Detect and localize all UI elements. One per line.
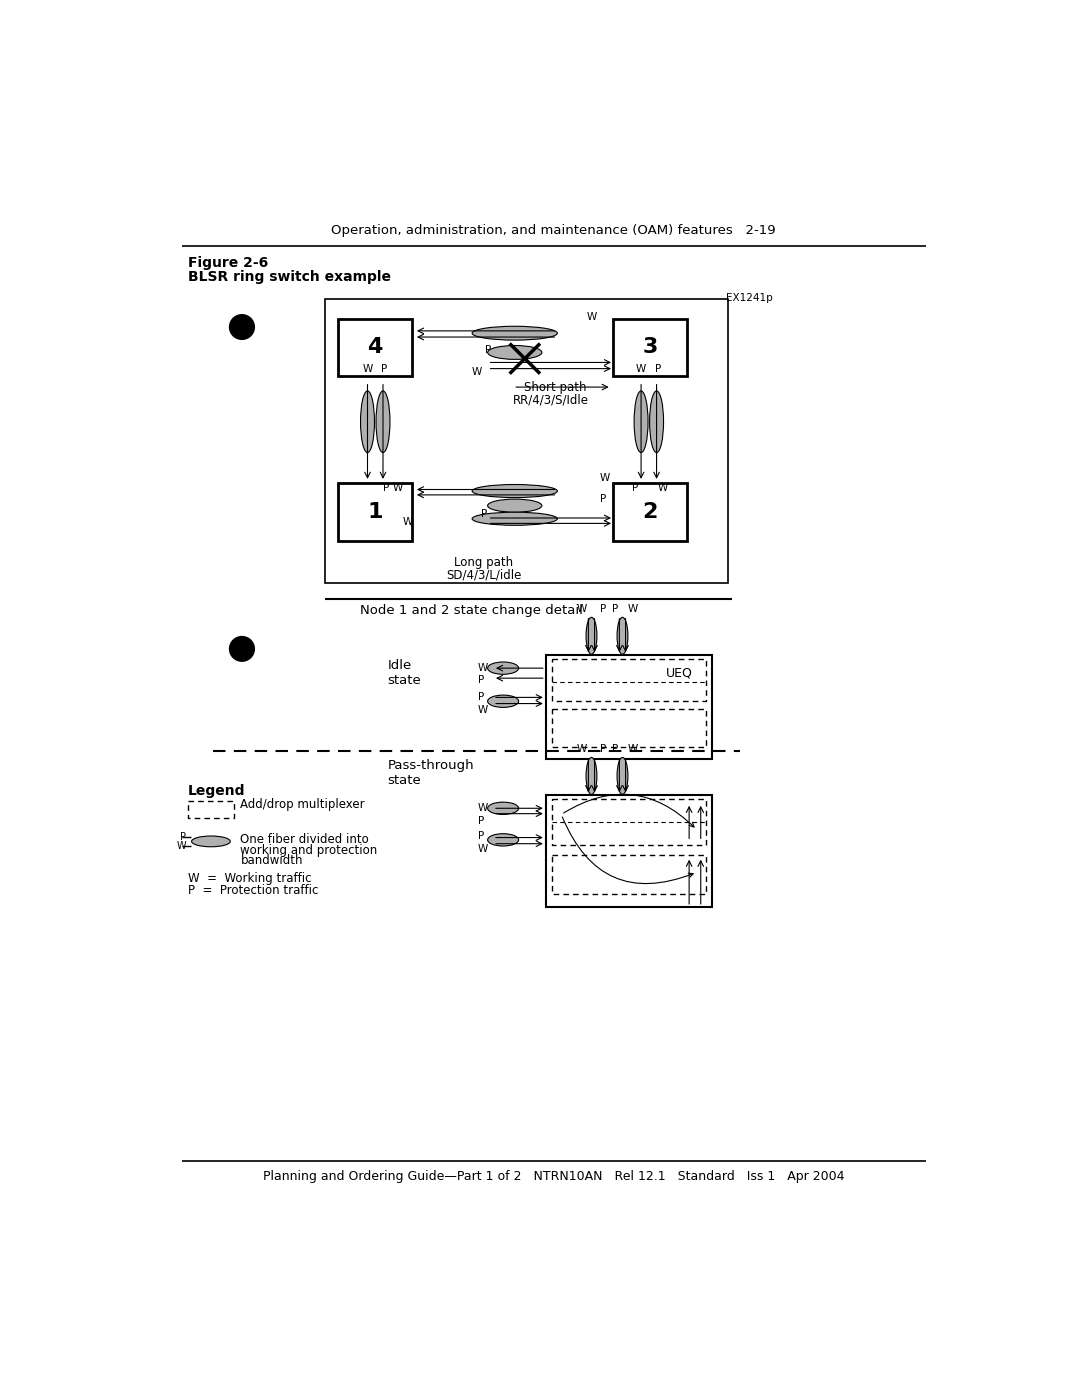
- Text: W: W: [363, 365, 373, 374]
- Text: EX1241p: EX1241p: [726, 293, 772, 303]
- Text: P  =  Protection traffic: P = Protection traffic: [188, 884, 319, 897]
- Text: Figure 2-6: Figure 2-6: [188, 256, 268, 270]
- Text: Legend: Legend: [188, 784, 245, 798]
- Text: Add/drop multiplexer: Add/drop multiplexer: [241, 798, 365, 810]
- Text: P: P: [180, 831, 186, 842]
- Text: 5: 5: [238, 641, 247, 655]
- Text: W: W: [588, 312, 597, 321]
- Text: UEQ: UEQ: [666, 666, 693, 679]
- Text: P: P: [477, 693, 484, 703]
- Text: P: P: [600, 745, 606, 754]
- Text: P: P: [600, 495, 606, 504]
- Text: RR/4/3/S/Idle: RR/4/3/S/Idle: [513, 393, 590, 407]
- Bar: [552, 855, 706, 894]
- Text: working and protection: working and protection: [241, 844, 378, 856]
- Text: 2: 2: [643, 502, 658, 522]
- Text: SD/4/3/L/idle: SD/4/3/L/idle: [446, 569, 522, 581]
- Ellipse shape: [488, 499, 542, 513]
- Text: P: P: [381, 365, 388, 374]
- Text: P: P: [612, 745, 619, 754]
- Text: P: P: [485, 345, 491, 355]
- Circle shape: [230, 314, 255, 339]
- Bar: [613, 319, 687, 376]
- Text: 1: 1: [367, 502, 382, 522]
- Text: bandwidth: bandwidth: [241, 855, 302, 868]
- Bar: [552, 799, 706, 845]
- Text: W: W: [477, 664, 488, 673]
- Text: W  =  Working traffic: W = Working traffic: [188, 872, 311, 886]
- Text: P: P: [632, 483, 638, 493]
- Text: P: P: [477, 831, 484, 841]
- Circle shape: [230, 637, 255, 661]
- Text: P: P: [477, 816, 484, 826]
- Bar: [545, 655, 713, 759]
- Text: P: P: [600, 605, 606, 615]
- Ellipse shape: [617, 617, 627, 654]
- Ellipse shape: [488, 802, 518, 814]
- Text: W: W: [392, 483, 403, 493]
- Text: Node 1 and 2 state change detail: Node 1 and 2 state change detail: [360, 605, 582, 617]
- Text: W: W: [627, 745, 638, 754]
- Text: P: P: [383, 483, 389, 493]
- Ellipse shape: [586, 757, 597, 795]
- Text: P: P: [612, 605, 619, 615]
- Text: Long path: Long path: [455, 556, 513, 570]
- Text: W: W: [477, 844, 488, 854]
- Text: P: P: [654, 365, 661, 374]
- Text: Pass-through
state: Pass-through state: [388, 759, 474, 787]
- Text: W: W: [471, 366, 482, 377]
- Text: W: W: [627, 605, 638, 615]
- Bar: [545, 795, 713, 907]
- Ellipse shape: [634, 391, 648, 453]
- Text: W: W: [600, 474, 610, 483]
- Text: W: W: [636, 365, 646, 374]
- Text: W: W: [403, 517, 414, 527]
- Ellipse shape: [472, 327, 557, 339]
- Text: Planning and Ordering Guide—Part 1 of 2   NTRN10AN   Rel 12.1   Standard   Iss 1: Planning and Ordering Guide—Part 1 of 2 …: [262, 1171, 845, 1183]
- Text: W: W: [477, 705, 488, 715]
- Bar: [338, 319, 411, 376]
- Text: Short path: Short path: [524, 381, 586, 394]
- Text: Operation, administration, and maintenance (OAM) features   2-19: Operation, administration, and maintenan…: [332, 224, 775, 237]
- Ellipse shape: [649, 391, 663, 453]
- Text: 3: 3: [643, 338, 658, 358]
- Ellipse shape: [472, 513, 557, 525]
- Text: W: W: [577, 605, 588, 615]
- Text: One fiber divided into: One fiber divided into: [241, 833, 369, 847]
- Ellipse shape: [472, 485, 557, 497]
- Ellipse shape: [488, 662, 518, 675]
- Bar: [552, 708, 706, 747]
- Bar: [188, 800, 234, 817]
- Bar: [338, 483, 411, 541]
- Ellipse shape: [361, 391, 375, 453]
- Text: 4: 4: [367, 338, 382, 358]
- Text: W: W: [577, 745, 588, 754]
- Ellipse shape: [488, 696, 518, 707]
- Text: P: P: [482, 509, 488, 520]
- Text: P: P: [477, 675, 484, 685]
- Ellipse shape: [488, 834, 518, 847]
- Text: BLSR ring switch example: BLSR ring switch example: [188, 270, 391, 284]
- Ellipse shape: [586, 617, 597, 654]
- Ellipse shape: [191, 835, 230, 847]
- Ellipse shape: [488, 345, 542, 359]
- Bar: [552, 659, 706, 701]
- Text: W: W: [176, 841, 186, 851]
- Ellipse shape: [376, 391, 390, 453]
- Bar: [325, 299, 728, 584]
- Text: W: W: [477, 803, 488, 813]
- Text: W: W: [658, 483, 669, 493]
- Ellipse shape: [617, 757, 627, 795]
- Text: Idle
state: Idle state: [388, 659, 421, 687]
- Text: 4: 4: [238, 320, 247, 334]
- Bar: [613, 483, 687, 541]
